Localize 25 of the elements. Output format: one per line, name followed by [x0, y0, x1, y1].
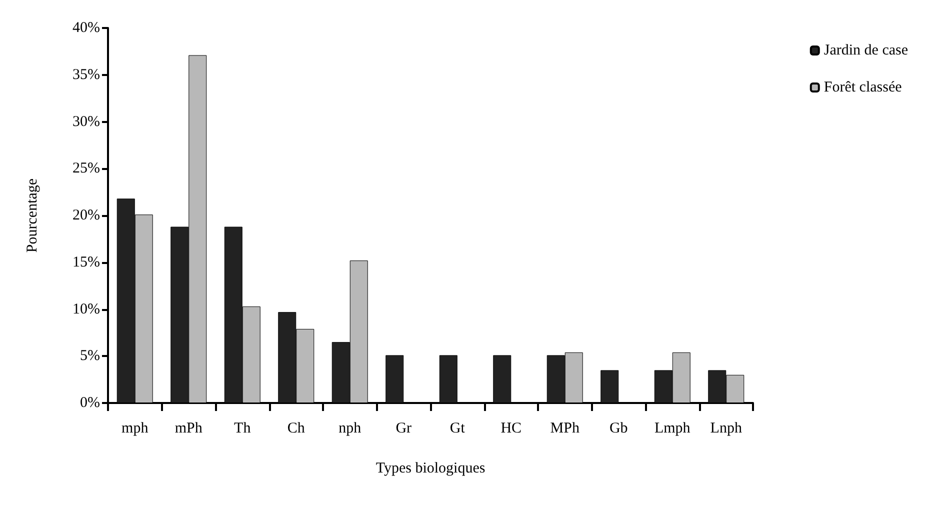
- y-tick-label: 15%: [72, 254, 100, 270]
- x-tick-label: MPh: [550, 420, 580, 436]
- x-tick-label: Gb: [609, 420, 628, 436]
- x-tick-label: Gr: [396, 420, 412, 436]
- x-tick-label: Lnph: [710, 420, 742, 436]
- x-tick-label: Th: [234, 420, 252, 436]
- y-tick-label: 25%: [72, 160, 100, 177]
- x-tick-label: HC: [500, 420, 522, 436]
- legend-label: Jardin de case: [824, 42, 908, 58]
- y-tick-label: 35%: [72, 66, 100, 83]
- x-tick-label: Ch: [287, 420, 306, 436]
- x-tick-label: Gt: [450, 420, 466, 436]
- x-tick-label: mph: [122, 420, 149, 436]
- y-tick-label: 5%: [80, 348, 100, 364]
- x-tick-label: mPh: [174, 420, 203, 436]
- x-axis-title: Types biologiques: [376, 460, 486, 476]
- y-tick-label: 30%: [72, 114, 100, 130]
- y-tick-label: 10%: [72, 301, 100, 318]
- y-tick-label: 20%: [72, 208, 100, 224]
- x-tick-label: nph: [338, 420, 362, 436]
- y-tick-label: 0%: [80, 395, 100, 411]
- y-tick-label: 40%: [72, 20, 100, 36]
- x-tick-label: Lmph: [654, 420, 691, 436]
- legend-label: Forêt classée: [824, 80, 902, 96]
- y-axis-title: Pourcentage: [24, 178, 40, 253]
